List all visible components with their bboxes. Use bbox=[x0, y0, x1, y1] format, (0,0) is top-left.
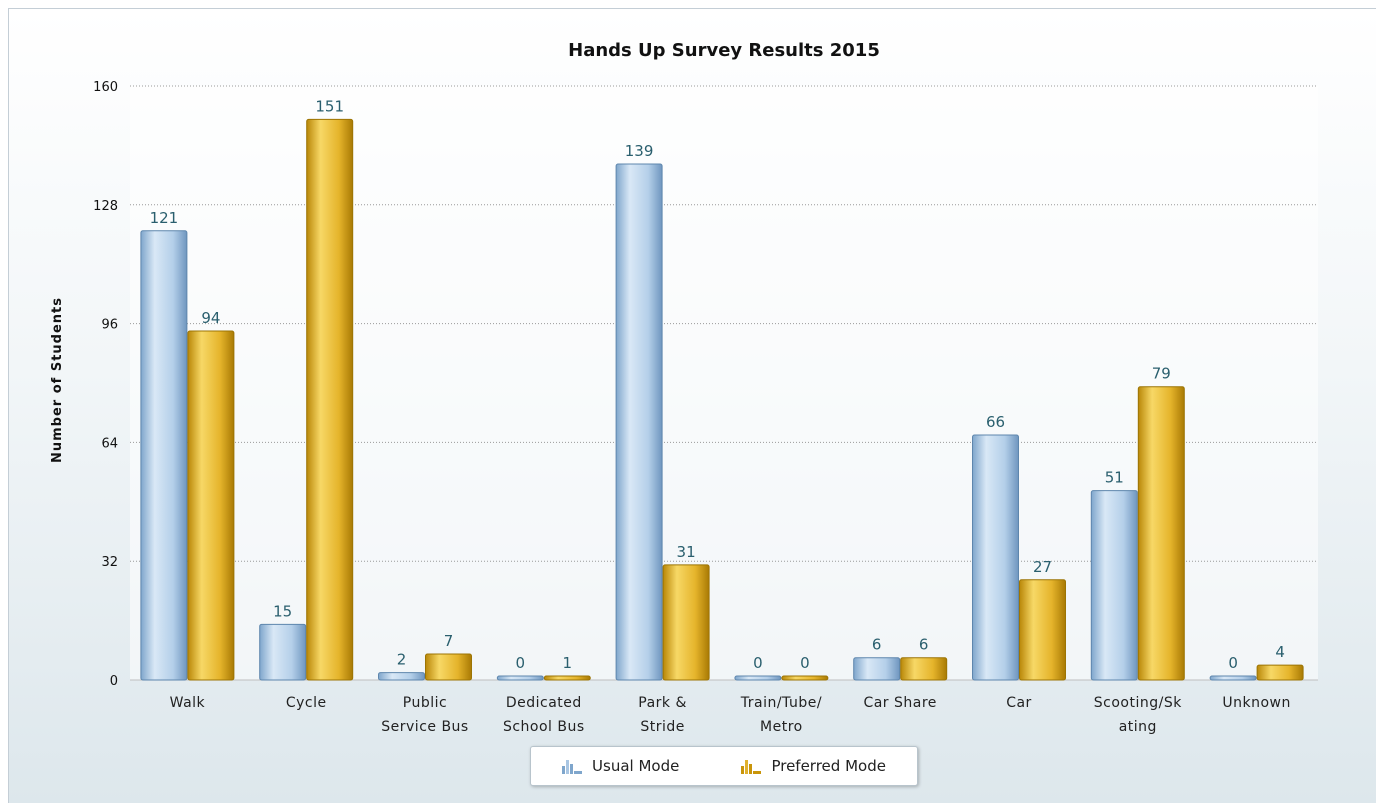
bar-usual-mode[interactable] bbox=[1090, 490, 1138, 681]
x-tick-label: Service Bus bbox=[381, 719, 468, 735]
data-label: 0 bbox=[1228, 654, 1238, 672]
bar-chart-icon bbox=[741, 758, 762, 774]
data-label: 66 bbox=[986, 413, 1005, 431]
x-tick-label: Scooting/Sk bbox=[1094, 695, 1182, 711]
data-label: 4 bbox=[1275, 643, 1285, 661]
data-label: 31 bbox=[677, 543, 696, 561]
data-label: 2 bbox=[397, 651, 407, 669]
chart-title: Hands Up Survey Results 2015 bbox=[568, 40, 880, 61]
bar-usual-mode[interactable] bbox=[378, 672, 425, 681]
legend-item-usual-mode[interactable]: Usual Mode bbox=[562, 757, 679, 775]
data-label: 0 bbox=[516, 654, 526, 672]
bar-preferred-mode[interactable] bbox=[425, 653, 472, 681]
x-tick-label: ating bbox=[1119, 719, 1157, 735]
x-tick-label: Car Share bbox=[863, 695, 936, 711]
legend-item-preferred-mode[interactable]: Preferred Mode bbox=[741, 757, 886, 775]
x-tick-label: Cycle bbox=[286, 695, 327, 711]
bar-usual-mode[interactable] bbox=[140, 230, 188, 681]
x-tick-label: Unknown bbox=[1222, 695, 1291, 711]
bar-preferred-mode[interactable] bbox=[1019, 579, 1066, 681]
x-tick-label: Metro bbox=[760, 719, 803, 735]
bar-usual-mode[interactable] bbox=[1209, 675, 1257, 681]
bar-preferred-mode[interactable] bbox=[1256, 664, 1304, 681]
bar-preferred-mode[interactable] bbox=[781, 675, 829, 681]
data-label: 51 bbox=[1105, 469, 1124, 487]
y-axis-label: Number of Students bbox=[50, 297, 65, 463]
x-tick-label: Train/Tube/ bbox=[740, 695, 822, 711]
legend-label-usual: Usual Mode bbox=[592, 757, 680, 775]
bar-chart-icon bbox=[562, 758, 583, 774]
x-tick-label: School Bus bbox=[503, 719, 585, 735]
x-tick-label: Public bbox=[403, 695, 447, 711]
y-tick-label: 160 bbox=[93, 80, 118, 95]
bar-usual-mode[interactable] bbox=[259, 623, 307, 681]
data-label: 121 bbox=[150, 209, 179, 227]
bar-preferred-mode[interactable] bbox=[306, 118, 354, 681]
x-tick-label: Walk bbox=[170, 695, 206, 711]
y-tick-label: 96 bbox=[101, 318, 118, 333]
bar-preferred-mode[interactable] bbox=[662, 564, 710, 681]
data-label: 15 bbox=[273, 602, 292, 620]
legend: Usual Mode Preferred Mode bbox=[530, 746, 918, 786]
y-tick-label: 32 bbox=[101, 555, 118, 570]
bar-preferred-mode[interactable] bbox=[1137, 386, 1185, 681]
bar-usual-mode[interactable] bbox=[734, 675, 782, 681]
bar-preferred-mode[interactable] bbox=[187, 330, 235, 681]
bar-preferred-mode[interactable] bbox=[900, 657, 948, 681]
data-label: 27 bbox=[1033, 558, 1052, 576]
bar-usual-mode[interactable] bbox=[615, 163, 663, 681]
y-tick-label: 128 bbox=[93, 199, 118, 214]
data-label: 0 bbox=[753, 654, 763, 672]
bar-usual-mode[interactable] bbox=[853, 657, 901, 681]
x-tick-label: Stride bbox=[640, 719, 685, 735]
legend-label-preferred: Preferred Mode bbox=[771, 757, 886, 775]
data-label: 6 bbox=[872, 636, 882, 654]
x-tick-label: Dedicated bbox=[506, 695, 582, 711]
data-label: 139 bbox=[625, 142, 654, 160]
bar-usual-mode[interactable] bbox=[496, 675, 544, 681]
y-tick-label: 64 bbox=[101, 436, 118, 451]
data-label: 151 bbox=[315, 97, 344, 115]
data-label: 94 bbox=[201, 309, 220, 327]
y-tick-label: 0 bbox=[110, 674, 118, 689]
data-label: 6 bbox=[919, 636, 929, 654]
data-label: 1 bbox=[563, 654, 573, 672]
x-tick-label: Car bbox=[1006, 695, 1032, 711]
bar-preferred-mode[interactable] bbox=[543, 675, 591, 681]
x-tick-label: Park & bbox=[638, 695, 687, 711]
bar-usual-mode[interactable] bbox=[972, 434, 1019, 681]
data-label: 0 bbox=[800, 654, 810, 672]
data-label: 7 bbox=[444, 632, 454, 650]
data-label: 79 bbox=[1152, 365, 1171, 383]
